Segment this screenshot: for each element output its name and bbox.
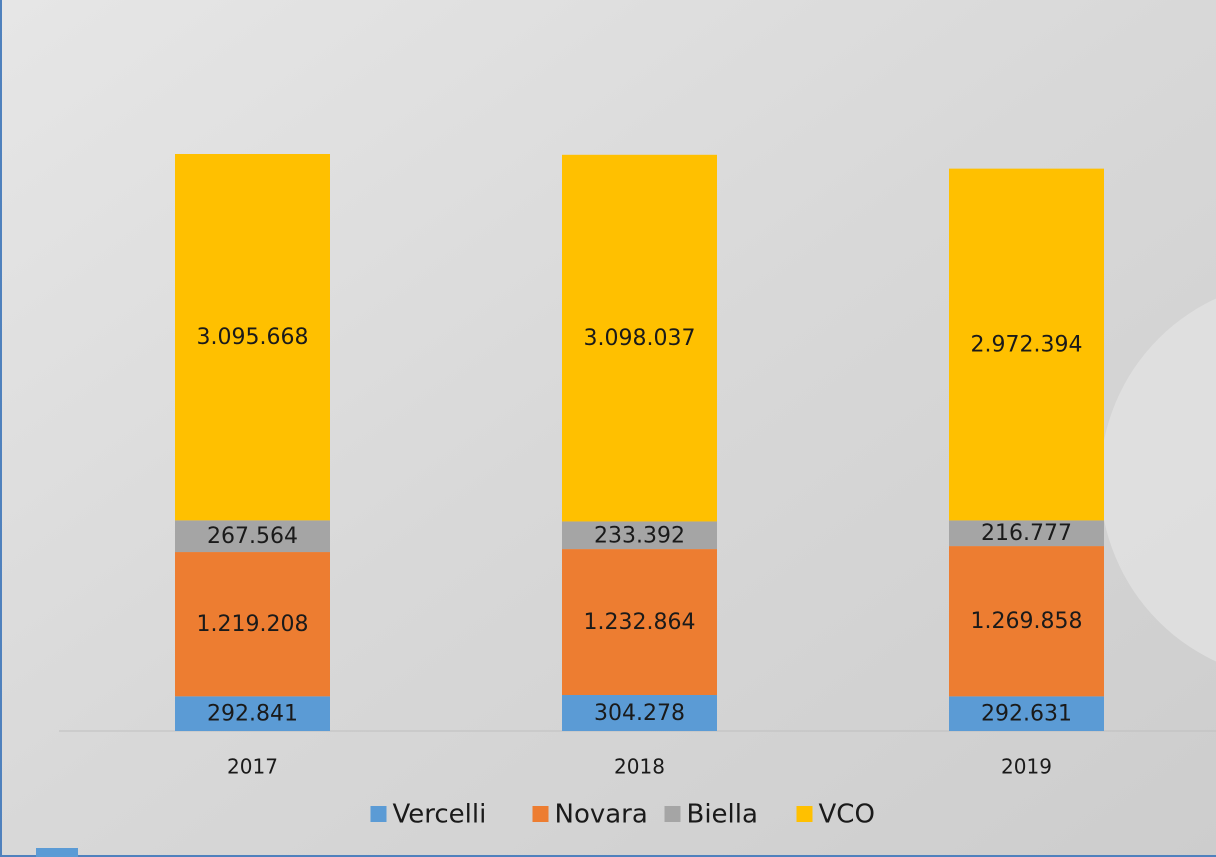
legend-marker	[797, 806, 813, 822]
data-label: 1.232.864	[584, 610, 696, 635]
data-label: 3.095.668	[197, 325, 309, 350]
corner-mark	[36, 848, 78, 857]
x-tick-label: 2019	[1001, 755, 1052, 779]
data-label: 216.777	[981, 521, 1072, 546]
legend-marker	[371, 806, 387, 822]
x-tick-label: 2018	[614, 755, 665, 779]
data-label: 1.269.858	[971, 609, 1083, 634]
data-label: 2.972.394	[971, 333, 1083, 358]
legend-label: Biella	[687, 800, 758, 830]
legend-marker	[533, 806, 549, 822]
legend-label: VCO	[819, 800, 875, 830]
data-label: 292.841	[207, 702, 298, 727]
data-label: 233.392	[594, 523, 685, 548]
legend-marker	[665, 806, 681, 822]
legend-label: Novara	[555, 800, 648, 830]
data-label: 3.098.037	[584, 326, 696, 351]
chart: 292.841 1.219.208 267.564 3.095.668 2017 304.…	[0, 0, 1216, 857]
legend-label: Vercelli	[393, 800, 487, 830]
data-label: 304.278	[594, 701, 685, 726]
x-tick-label: 2017	[227, 755, 278, 779]
data-label: 1.219.208	[197, 612, 309, 637]
data-label: 267.564	[207, 524, 298, 549]
data-label: 292.631	[981, 702, 1072, 727]
